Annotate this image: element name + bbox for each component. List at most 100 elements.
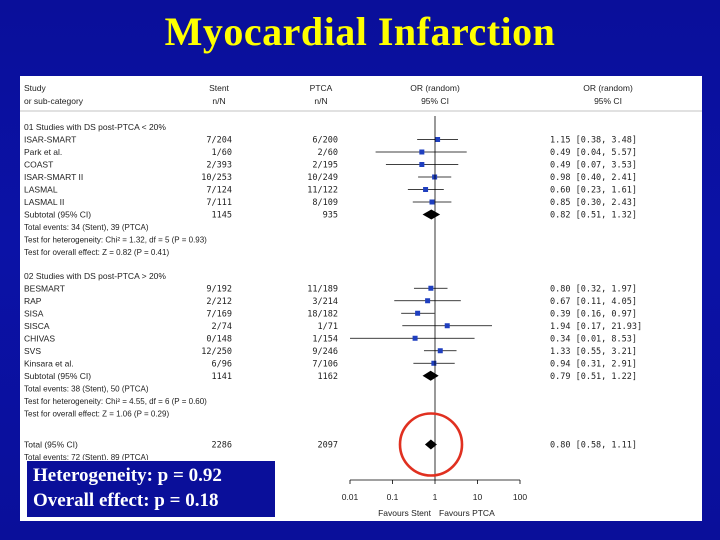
study-1-3-or-ci: 0.49 [0.07, 3.53] <box>550 161 637 171</box>
group-1-note-3: Test for overall effect: Z = 0.82 (P = 0… <box>24 248 169 257</box>
study-2-5-stent: 0/148 <box>206 334 232 344</box>
header-ptca: PTCA <box>310 83 333 93</box>
study-2-4-stent: 2/74 <box>212 322 232 332</box>
forest-plot-panel: Study or sub-category Stent n/N PTCA n/N OR (r… <box>20 76 702 521</box>
subtotal-1-stent: 1145 <box>212 211 232 221</box>
total-note-1: Total events: 72 (Stent), 89 (PTCA) <box>24 453 149 462</box>
x-tick-label-5: 100 <box>513 492 527 502</box>
header-or-plot: OR (random) <box>410 83 460 93</box>
study-1-1-ptca: 6/200 <box>312 136 338 146</box>
study-1-2-stent: 1/60 <box>212 148 232 158</box>
study-2-3-ptca: 18/182 <box>307 309 338 319</box>
study-2-6-or-ci: 1.33 [0.55, 3.21] <box>550 347 637 357</box>
study-2-1-stent: 9/192 <box>206 284 232 294</box>
study-2-4-ptca: 1/71 <box>318 322 338 332</box>
study-1-1-stent: 7/204 <box>206 136 232 146</box>
study-2-3-point <box>415 310 421 316</box>
study-1-5-stent: 7/124 <box>206 186 232 196</box>
study-2-4-name: SISCA <box>24 321 50 331</box>
study-1-1-point <box>435 137 441 142</box>
study-1-2-ptca: 2/60 <box>318 148 338 158</box>
x-tick-label-4: 10 <box>473 492 483 502</box>
total-stent: 2286 <box>212 441 232 451</box>
forest-plot: Study or sub-category Stent n/N PTCA n/N OR (r… <box>20 83 702 518</box>
study-1-2-name: Park et al. <box>24 147 62 157</box>
study-2-3-stent: 7/169 <box>206 309 232 319</box>
study-2-2-or-ci: 0.67 [0.11, 4.05] <box>550 297 637 307</box>
study-2-7-ptca: 7/106 <box>312 359 338 369</box>
study-1-6-point <box>429 199 435 205</box>
group-1-note-1: Total events: 34 (Stent), 39 (PTCA) <box>24 223 149 232</box>
favours-stent-label: Favours Stent <box>378 508 432 518</box>
header-stent-nN: n/N <box>212 96 225 106</box>
study-2-6-stent: 12/250 <box>201 347 232 357</box>
study-1-3-point <box>419 162 425 167</box>
study-2-7-name: Kinsara et al. <box>24 358 74 368</box>
study-2-4-point <box>444 323 450 329</box>
study-1-4-name: ISAR-SMART II <box>24 172 83 182</box>
favours-ptca-label: Favours PTCA <box>439 508 495 518</box>
total-diamond <box>424 439 437 450</box>
study-2-2-ptca: 3/214 <box>312 297 338 307</box>
study-1-3-stent: 2/393 <box>206 161 232 171</box>
subtotal-2-stent: 1141 <box>212 372 232 382</box>
study-2-1-ptca: 11/189 <box>307 284 338 294</box>
study-2-6-name: SVS <box>24 346 41 356</box>
study-2-5-ptca: 1/154 <box>312 334 338 344</box>
study-1-3-name: COAST <box>24 160 53 170</box>
total-name: Total (95% CI) <box>24 440 78 450</box>
group-2-note-3: Test for overall effect: Z = 1.06 (P = 0… <box>24 409 169 418</box>
subtotal-1-diamond <box>422 209 441 220</box>
group-2-note-2: Test for heterogeneity: Chi² = 4.55, df … <box>24 397 207 406</box>
study-2-5-or-ci: 0.34 [0.01, 8.53] <box>550 334 637 344</box>
subtotal-2-ptca: 1162 <box>318 372 338 382</box>
x-tick-label-1: 0.01 <box>342 492 359 502</box>
subtotal-1-ptca: 935 <box>323 211 338 221</box>
header-or-text-ci: 95% CI <box>594 96 622 106</box>
study-1-5-point <box>423 187 429 192</box>
subtotal-2-diamond <box>422 370 439 381</box>
study-2-3-or-ci: 0.39 [0.16, 0.97] <box>550 309 637 319</box>
summary-callout: Heterogeneity: p = 0.92 Overall effect: … <box>26 460 276 518</box>
subtotal-1-or-ci: 0.82 [0.51, 1.32] <box>550 211 637 221</box>
header-stent: Stent <box>209 83 229 93</box>
study-1-6-ptca: 8/109 <box>312 198 338 208</box>
x-tick-label-3: 1 <box>433 492 438 502</box>
study-1-6-name: LASMAL II <box>24 197 64 207</box>
study-2-2-stent: 2/212 <box>206 297 232 307</box>
callout-overall-effect: Overall effect: p = 0.18 <box>33 490 219 511</box>
study-1-4-or-ci: 0.98 [0.40, 2.41] <box>550 173 637 183</box>
study-1-1-name: ISAR-SMART <box>24 135 76 145</box>
total-highlight-circle <box>398 412 464 477</box>
study-1-4-ptca: 10/249 <box>307 173 338 183</box>
study-2-7-stent: 6/96 <box>212 359 232 369</box>
group-2-note-1: Total events: 38 (Stent), 50 (PTCA) <box>24 384 149 393</box>
study-2-6-ptca: 9/246 <box>312 347 338 357</box>
study-2-3-name: SISA <box>24 308 44 318</box>
header-or-plot-ci: 95% CI <box>421 96 449 106</box>
study-1-5-ptca: 11/122 <box>307 186 338 196</box>
study-1-5-or-ci: 0.60 [0.23, 1.61] <box>550 186 637 196</box>
study-1-5-name: LASMAL <box>24 185 58 195</box>
header-study: Study <box>24 83 46 93</box>
group-2-label: 02 Studies with DS post-PTCA > 20% <box>24 271 166 281</box>
study-2-1-point <box>428 285 434 291</box>
study-2-6-point <box>437 348 443 354</box>
slide-title: Myocardial Infarction <box>164 9 556 54</box>
study-1-1-or-ci: 1.15 [0.38, 3.48] <box>550 136 637 146</box>
study-2-2-point <box>425 298 431 304</box>
study-2-1-name: BESMART <box>24 283 65 293</box>
header-subcategory: or sub-category <box>24 96 84 106</box>
study-2-5-point <box>412 335 418 341</box>
callout-heterogeneity: Heterogeneity: p = 0.92 <box>33 465 222 486</box>
study-2-7-point <box>431 360 437 366</box>
group-1-note-2: Test for heterogeneity: Chi² = 1.32, df … <box>24 236 207 245</box>
subtotal-2-or-ci: 0.79 [0.51, 1.22] <box>550 372 637 382</box>
study-2-1-or-ci: 0.80 [0.32, 1.97] <box>550 284 637 294</box>
header-ptca-nN: n/N <box>314 96 327 106</box>
study-2-2-name: RAP <box>24 296 42 306</box>
study-2-5-name: CHIVAS <box>24 333 55 343</box>
study-1-2-or-ci: 0.49 [0.04, 5.57] <box>550 148 637 158</box>
study-2-7-or-ci: 0.94 [0.31, 2.91] <box>550 359 637 369</box>
x-tick-label-2: 0.1 <box>387 492 399 502</box>
